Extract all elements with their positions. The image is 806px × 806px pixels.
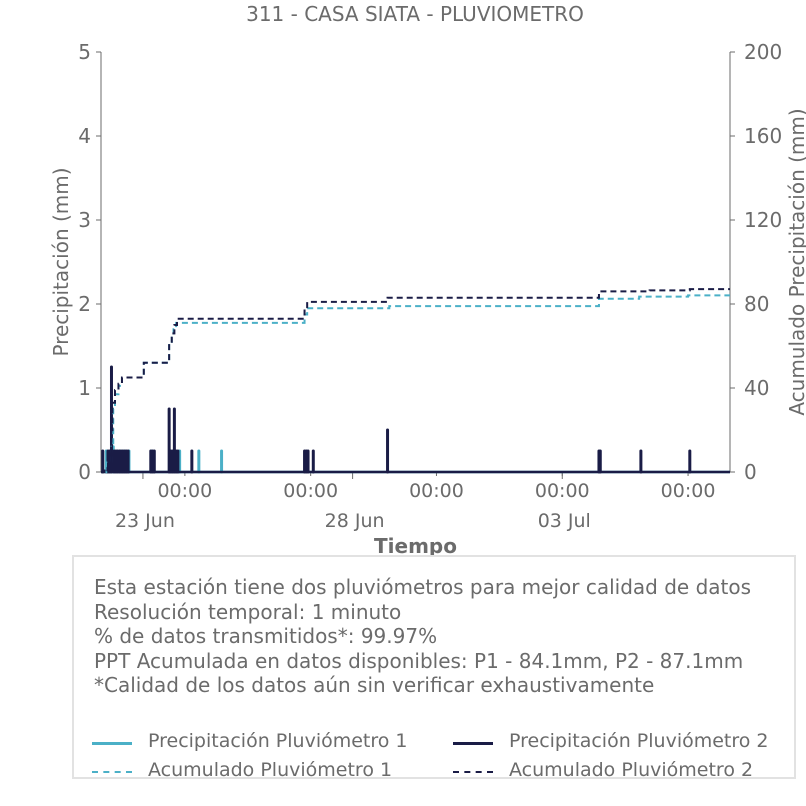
acumulado-pluviometro-2-line [101,288,730,473]
acumulado-pluviometro-1-line [101,294,730,473]
left-axis-label: Precipitación (mm) [49,167,73,356]
legend-label-acc1: Acumulado Pluviómetro 1 [148,759,393,781]
x-minor-tick-label: 00:00 [157,480,212,502]
left-tick-label: 3 [78,208,91,232]
x-minor-tick-label: 00:00 [661,480,716,502]
left-tick-label: 1 [78,376,91,400]
info-line-stations: Esta estación tiene dos pluviómetros par… [94,575,752,599]
right-tick-label: 200 [744,40,782,64]
x-major-tick-label: 23 Jun [115,510,175,532]
legend-swatch-acc2 [453,771,493,773]
right-tick-label: 80 [744,292,769,316]
right-tick-label: 0 [744,460,757,484]
info-lines: Esta estación tiene dos pluviómetros par… [94,575,751,698]
right-axis-label: Acumulado Precipitación (mm) [785,108,806,415]
x-minor-tick-label: 00:00 [409,480,464,502]
x-axis-label: Tiempo [374,534,457,556]
legend-swatch-p2 [453,742,493,745]
x-minor-tick-label: 00:00 [283,480,338,502]
right-tick-label: 40 [744,376,769,400]
info-line-accumulated: PPT Acumulada en datos disponibles: P1 -… [94,648,744,673]
right-tick-label: 160 [744,124,782,148]
x-major-tick-label: 28 Jun [325,510,385,532]
left-tick-label: 2 [78,292,91,316]
info-line-transmitted: % de datos transmitidos*: 99.97% [94,624,438,648]
legend-swatch-acc1 [92,771,132,773]
legend-label-p2: Precipitación Pluviómetro 2 [509,730,769,752]
x-major-tick-label: 03 Jul [538,510,591,532]
right-tick-label: 120 [744,208,782,232]
legend-label-acc2: Acumulado Pluviómetro 2 [509,759,754,781]
left-tick-label: 0 [78,460,91,484]
precipitation-chart: 0 1 2 3 4 5 0 40 80 120 160 200 00:00 00:00 00:00 00:00… [49,40,806,556]
info-box: Esta estación tiene dos pluviómetros par… [72,555,796,781]
legend-label-p1: Precipitación Pluviómetro 1 [148,730,408,752]
left-tick-label: 4 [78,124,91,148]
info-line-resolution: Resolución temporal: 1 minuto [94,599,402,624]
info-line-quality: *Calidad de los datos aún sin verificar … [94,673,655,697]
x-minor-tick-label: 00:00 [535,480,590,502]
chart-title: 311 - CASA SIATA - PLUVIOMETRO [246,2,584,26]
left-tick-label: 5 [78,40,91,64]
legend-swatch-p1 [92,742,132,745]
